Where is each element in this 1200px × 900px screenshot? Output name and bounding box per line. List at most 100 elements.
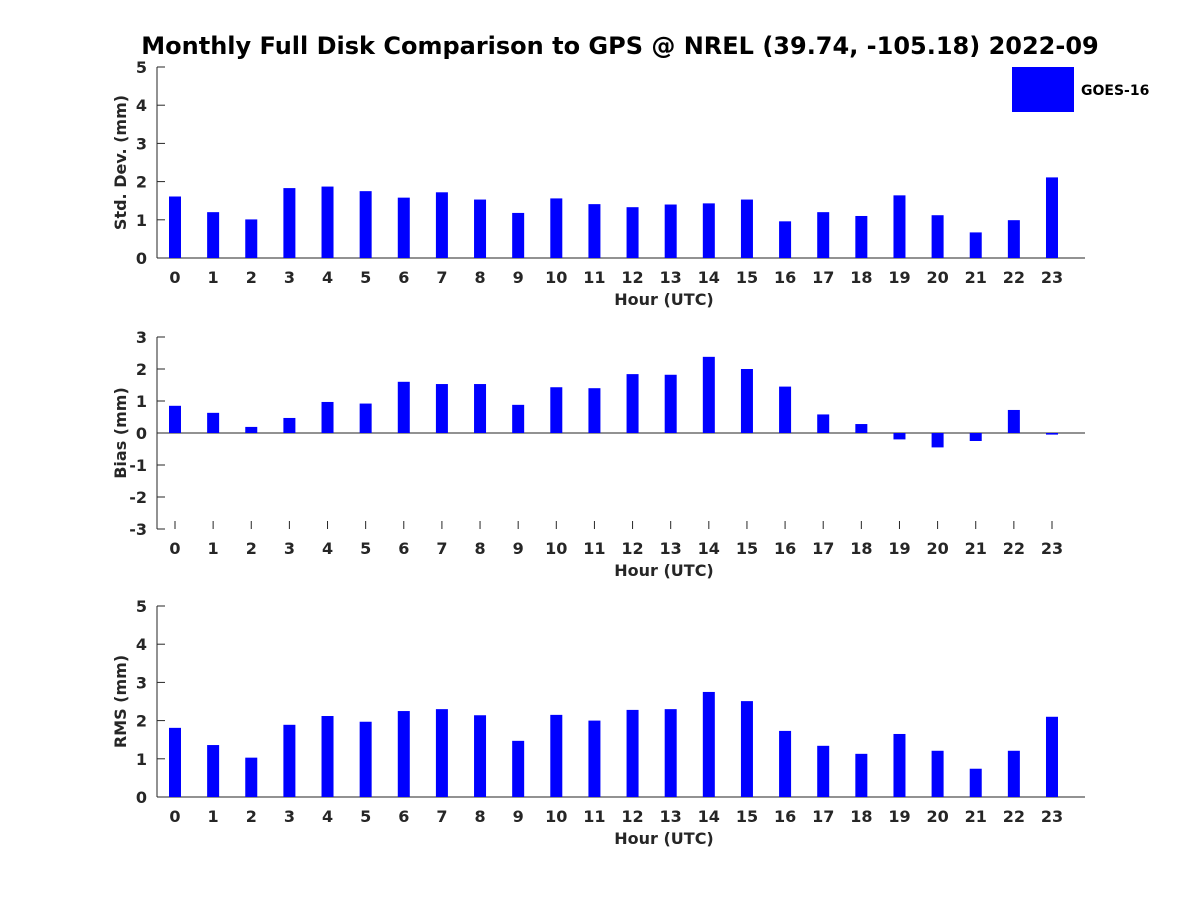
x-tick-label: 0 [169,807,180,826]
bar [512,740,525,797]
y-axis-label: Bias (mm) [111,387,130,479]
y-tick-label: 1 [136,392,147,411]
bar [740,199,753,258]
x-tick-label: 12 [621,539,643,558]
x-tick-label: 15 [736,539,758,558]
x-tick-label: 10 [545,539,567,558]
y-tick-label: 1 [136,750,147,769]
x-axis-label: Hour (UTC) [614,561,714,580]
x-tick-label: 6 [398,268,409,287]
x-tick-label: 21 [965,268,987,287]
y-tick-label: 4 [136,96,147,115]
bar [474,199,487,258]
x-tick-label: 6 [398,539,409,558]
bar [664,374,677,433]
bar [588,204,601,258]
bar [550,387,563,433]
x-tick-label: 13 [660,539,682,558]
bar [359,191,372,258]
x-tick-label: 5 [360,268,371,287]
bar [779,386,792,433]
bar [1007,409,1020,433]
y-tick-label: 3 [136,673,147,692]
x-tick-label: 19 [888,268,910,287]
x-tick-label: 20 [926,807,948,826]
x-tick-label: 9 [513,539,524,558]
x-tick-label: 11 [583,807,605,826]
y-tick-label: 3 [136,134,147,153]
bar [779,730,792,797]
bar [512,404,525,433]
legend-swatch [1012,67,1074,112]
x-tick-label: 11 [583,268,605,287]
y-axis-label: RMS (mm) [111,655,130,748]
x-tick-label: 14 [698,807,720,826]
bar [397,197,410,258]
x-tick-label: 19 [888,807,910,826]
bar [435,709,448,797]
x-tick-label: 2 [246,807,257,826]
x-tick-label: 20 [926,539,948,558]
bar [588,388,601,433]
bar [893,733,906,797]
x-tick-label: 2 [246,268,257,287]
x-tick-label: 12 [621,268,643,287]
bar [931,433,944,448]
x-tick-label: 7 [436,807,447,826]
x-tick-label: 23 [1041,268,1063,287]
bar [283,417,296,433]
y-tick-label: 2 [136,173,147,192]
x-tick-label: 23 [1041,807,1063,826]
bar [969,768,982,797]
bar [397,711,410,797]
y-tick-label: 5 [136,58,147,77]
bar [1045,177,1058,258]
bar [169,727,181,797]
x-tick-label: 0 [169,268,180,287]
legend: GOES-16 [1012,67,1149,112]
x-tick-label: 3 [284,807,295,826]
y-tick-label: 0 [136,249,147,268]
x-tick-label: 18 [850,807,872,826]
x-tick-label: 8 [474,539,485,558]
bar [207,745,220,797]
bar [969,433,982,441]
x-tick-label: 8 [474,268,485,287]
bar [931,215,944,258]
bar [359,403,372,433]
y-tick-label: 2 [136,712,147,731]
bar [283,724,296,797]
x-tick-label: 3 [284,268,295,287]
bar [435,384,448,433]
x-tick-label: 22 [1003,807,1025,826]
bar [245,757,258,797]
bar [359,721,372,797]
x-tick-label: 7 [436,268,447,287]
x-tick-label: 1 [208,539,219,558]
bar [283,188,296,258]
x-tick-label: 18 [850,539,872,558]
x-tick-label: 6 [398,807,409,826]
bar [1045,716,1058,797]
x-tick-label: 16 [774,539,796,558]
bar [779,221,792,258]
bar [550,714,563,797]
bar [321,716,334,797]
legend-entry: GOES-16 [1081,83,1149,99]
bar [817,414,830,433]
bar [893,195,906,258]
bar [245,426,258,433]
x-tick-label: 23 [1041,539,1063,558]
x-tick-label: 11 [583,539,605,558]
x-tick-label: 2 [246,539,257,558]
bar [474,715,487,797]
bar [1007,750,1020,797]
bar [817,745,830,797]
bar [740,701,753,797]
bar [626,374,639,433]
x-tick-label: 1 [208,807,219,826]
bar [169,196,181,258]
x-tick-label: 22 [1003,539,1025,558]
